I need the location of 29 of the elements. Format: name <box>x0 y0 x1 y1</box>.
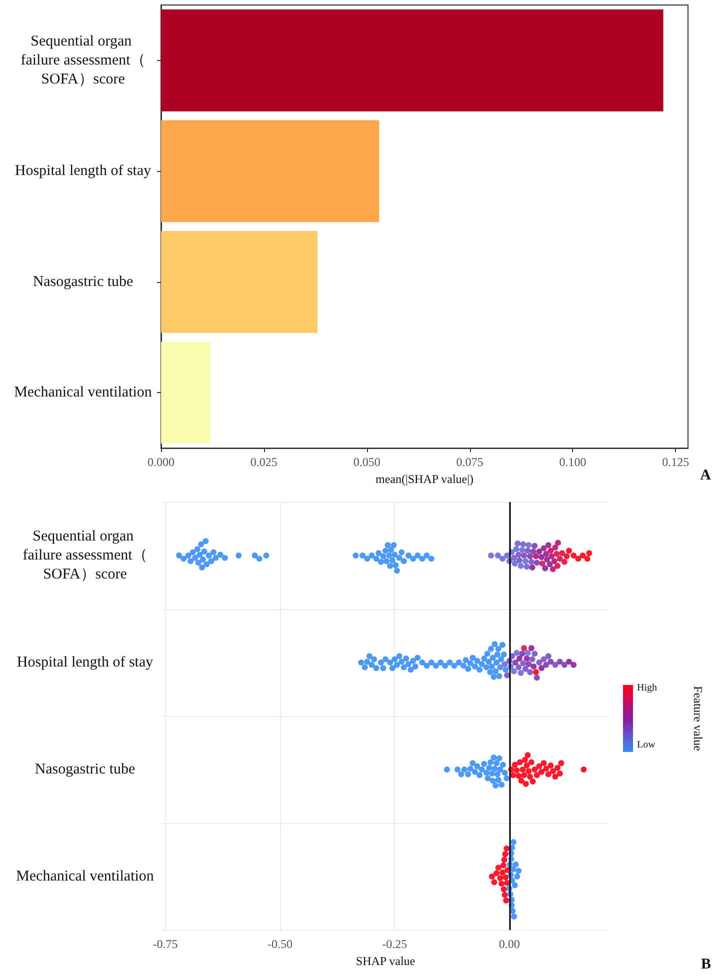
y-tick-label: Hospital length of stay <box>16 654 154 670</box>
x-tick-label: 0.125 <box>662 455 690 470</box>
y-tick-label: Mechanical ventilation <box>16 868 154 884</box>
y-tick-label: Hospital length of stay <box>14 163 152 180</box>
x-tick-label: -0.50 <box>267 937 292 951</box>
bar <box>161 230 318 333</box>
y-tick-label: Nasogastric tube <box>34 762 136 778</box>
bar <box>161 9 664 112</box>
y-tick-label: Sequential organ failure assessment（SOFA）score <box>22 528 148 582</box>
x-tick-label: 0.025 <box>250 455 278 470</box>
bar <box>161 342 210 444</box>
text: Low <box>637 740 656 750</box>
y-tick-label: Sequential organ failure assessment（SOFA）score <box>20 33 146 88</box>
x-tick-label: -0.25 <box>382 937 408 951</box>
x-axis-title: mean(|SHAP value|) <box>375 472 474 486</box>
x-tick-label: 0.000 <box>148 455 174 470</box>
x-tick-label: 0.00 <box>498 937 520 951</box>
x-tick-label: 0.050 <box>353 455 380 470</box>
text: B <box>700 956 712 972</box>
y-tick-label: Mechanical ventilation <box>14 384 152 401</box>
x-tick-label: -0.75 <box>152 937 178 951</box>
text: A <box>700 468 712 484</box>
x-axis-title: SHAP value <box>356 954 416 968</box>
color-bar-title: Feature value <box>691 686 705 751</box>
bar <box>161 120 380 222</box>
y-tick-label: Nasogastric tube <box>32 274 134 290</box>
x-tick-label: 0.100 <box>559 455 586 470</box>
x-tick-label: 0.075 <box>456 455 484 470</box>
text: High <box>637 682 657 694</box>
